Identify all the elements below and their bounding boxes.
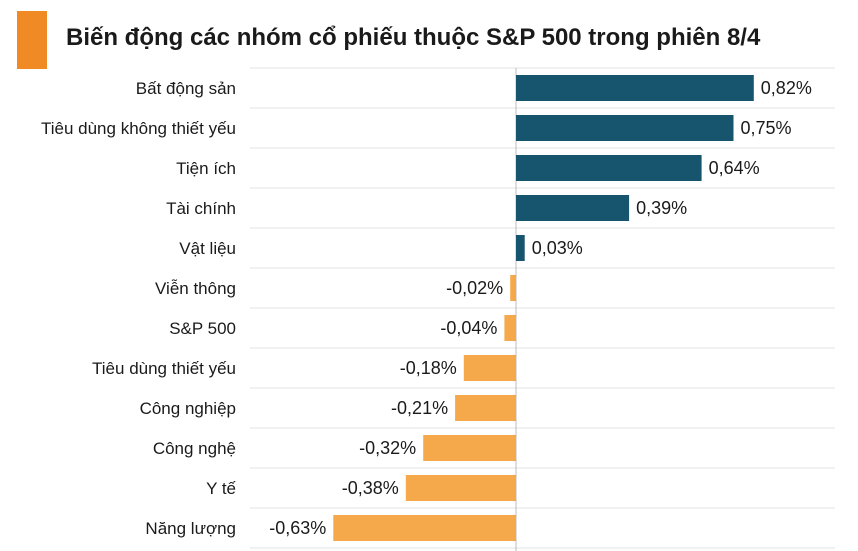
category-label: Tiêu dùng thiết yếu — [92, 359, 236, 378]
category-label: Tiện ích — [176, 159, 236, 178]
bar — [516, 115, 734, 141]
data-label: -0,63% — [269, 518, 326, 538]
data-label: -0,21% — [391, 398, 448, 418]
bar — [333, 515, 516, 541]
category-label: Bất động sản — [136, 79, 236, 98]
data-label: 0,39% — [636, 198, 687, 218]
data-label: -0,02% — [446, 278, 503, 298]
category-label: Vật liệu — [179, 239, 236, 258]
bar — [516, 235, 525, 261]
data-label: 0,82% — [761, 78, 812, 98]
bar — [510, 275, 516, 301]
category-label: Công nghệ — [153, 439, 236, 458]
category-label: Y tế — [206, 479, 236, 498]
data-label: -0,18% — [400, 358, 457, 378]
category-label: Viễn thông — [155, 279, 236, 298]
data-label: -0,04% — [440, 318, 497, 338]
bar — [423, 435, 516, 461]
category-label: S&P 500 — [169, 319, 236, 338]
data-label: 0,64% — [709, 158, 760, 178]
bar — [455, 395, 516, 421]
category-label: Năng lượng — [145, 519, 236, 538]
data-label: -0,32% — [359, 438, 416, 458]
title-accent-bar — [17, 11, 47, 69]
category-label: Tài chính — [166, 199, 236, 218]
category-label: Công nghiệp — [140, 399, 236, 418]
bar — [516, 75, 754, 101]
category-label: Tiêu dùng không thiết yếu — [41, 119, 236, 138]
bar — [516, 155, 702, 181]
bar — [463, 355, 516, 381]
data-label: 0,75% — [741, 118, 792, 138]
data-label: -0,38% — [342, 478, 399, 498]
bar — [504, 315, 516, 341]
bar — [405, 475, 516, 501]
chart-title: Biến động các nhóm cổ phiếu thuộc S&P 50… — [66, 24, 761, 51]
data-label: 0,03% — [532, 238, 583, 258]
bar — [516, 195, 630, 221]
